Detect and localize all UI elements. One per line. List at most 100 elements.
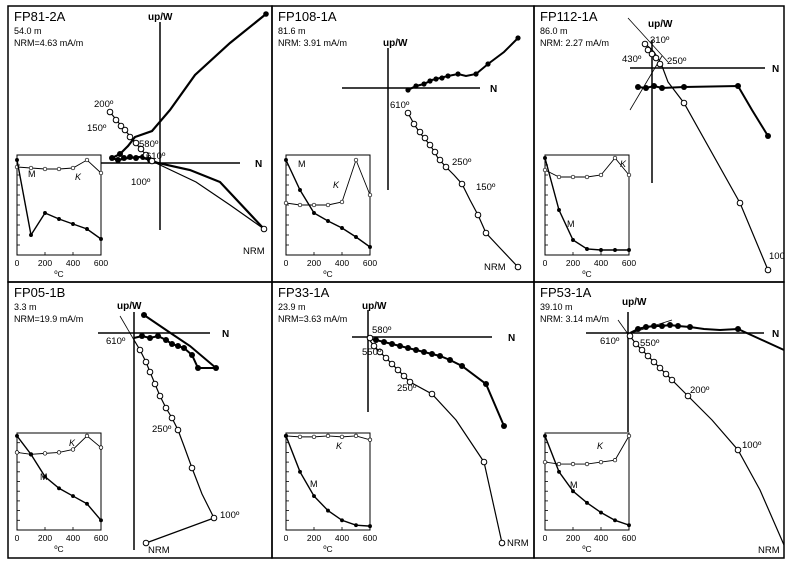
open-point: [132, 139, 140, 147]
closed-point: [405, 87, 411, 93]
inset-point-k: [584, 174, 590, 180]
inset-point-m: [298, 188, 302, 192]
inset-point-k: [556, 461, 562, 467]
inset-series-label-k: K: [75, 172, 82, 182]
inset-thermal-plot: 0 200 400 600 ºC K M: [284, 432, 377, 554]
vertical-projection-points: [366, 334, 506, 547]
inset-point-m: [312, 494, 316, 498]
closed-point: [421, 81, 427, 87]
open-point: [400, 372, 408, 380]
inset-point-k: [584, 461, 590, 467]
closed-point: [643, 324, 649, 330]
open-point: [514, 263, 522, 271]
inset-point-k: [70, 165, 76, 171]
inset-thermal-plot: 0 200 400 600 ºC K M: [15, 432, 108, 554]
panel-frames: [7, 5, 785, 559]
step-label: 550º: [362, 347, 382, 358]
inset-point-k: [542, 167, 548, 173]
open-point: [382, 354, 390, 362]
sample-nrm: NRM: 3.91 mA/m: [278, 38, 347, 48]
vertical-projection-points: [404, 109, 522, 271]
panel-fp33-1a: FP33-1A 23.9 m NRM=3.63 mA/m up/W N: [278, 285, 529, 549]
step-label: NRM: [148, 545, 170, 556]
open-point: [480, 458, 488, 466]
inset-point-m: [585, 247, 589, 251]
open-point: [482, 229, 490, 237]
inset-point-m: [354, 523, 358, 528]
inset-x-tick-label: 200: [307, 533, 321, 543]
closed-point: [651, 323, 657, 329]
open-point: [652, 54, 660, 62]
inset-point-m: [571, 238, 575, 242]
open-point: [126, 133, 134, 141]
inset-frame: [285, 432, 371, 531]
open-point: [146, 368, 154, 376]
inset-point-m: [368, 245, 372, 249]
inset-frame: [16, 154, 102, 256]
sample-depth: 86.0 m: [540, 26, 568, 36]
inset-point-m: [557, 208, 561, 212]
inset-x-tick-label: 400: [66, 258, 80, 268]
step-label: 580º: [372, 325, 392, 336]
inset-series-label-m: M: [28, 169, 36, 179]
fit-line: [119, 315, 135, 341]
open-point: [680, 99, 688, 107]
closed-point: [515, 35, 521, 41]
inset-x-tick-label: 600: [622, 258, 636, 268]
inset-point-k: [42, 451, 48, 456]
inset-point-k: [84, 433, 90, 439]
inset-thermal-plot: 0 200 400 600 ºC K M: [15, 154, 108, 279]
sample-title: FP112-1A: [540, 9, 598, 24]
closed-point: [439, 75, 445, 81]
inset-point-m: [15, 158, 19, 162]
inset-point-m: [543, 433, 547, 438]
inset-point-k: [98, 445, 104, 450]
inset-point-m: [613, 518, 617, 523]
horizontal-projection-points: [635, 83, 771, 139]
open-point: [162, 404, 170, 412]
inset-x-tick-label: 200: [566, 258, 580, 268]
horizontal-projection-line: [109, 13, 267, 230]
inset-series-label-k: K: [69, 438, 76, 448]
inset-point-m: [354, 235, 358, 239]
closed-point: [175, 343, 181, 349]
vertical-projection-points: [136, 346, 218, 547]
closed-point: [181, 345, 187, 351]
inset-point-k: [283, 200, 289, 206]
closed-point: [659, 323, 665, 329]
horizontal-projection-points: [139, 312, 219, 371]
closed-point: [389, 341, 395, 347]
inset-point-m: [627, 523, 631, 528]
inset-x-axis-label: ºC: [582, 544, 591, 554]
inset-thermal-plot: 0 200 400 600 ºC K M: [543, 432, 636, 554]
inset-point-m: [29, 452, 33, 457]
open-point: [106, 108, 114, 116]
inset-point-m: [85, 227, 89, 231]
step-label: 610º: [146, 151, 166, 162]
open-point: [260, 225, 268, 233]
inset-point-m: [29, 233, 33, 237]
open-point: [168, 414, 176, 422]
inset-point-m: [85, 501, 89, 506]
inset-thermal-plot: 0 200 400 600 ºC K M: [283, 154, 377, 279]
fit-line: [627, 17, 669, 63]
step-label: 200º: [94, 99, 114, 110]
inset-point-m: [312, 211, 316, 215]
step-label: NRM: [484, 262, 506, 273]
inset-point-k: [353, 157, 359, 163]
closed-point: [139, 333, 145, 339]
closed-point: [421, 349, 427, 355]
open-point: [656, 364, 664, 372]
inset-point-m: [284, 158, 288, 162]
step-label: NRM: [758, 545, 780, 556]
inset-frame: [16, 432, 102, 531]
sample-title: FP33-1A: [278, 285, 330, 300]
inset-x-tick-label: 600: [622, 533, 636, 543]
vertical-projection-line: [644, 43, 769, 271]
sample-title: FP108-1A: [278, 9, 337, 24]
closed-point: [141, 312, 147, 318]
open-point: [421, 134, 429, 142]
inset-point-k: [84, 157, 90, 163]
